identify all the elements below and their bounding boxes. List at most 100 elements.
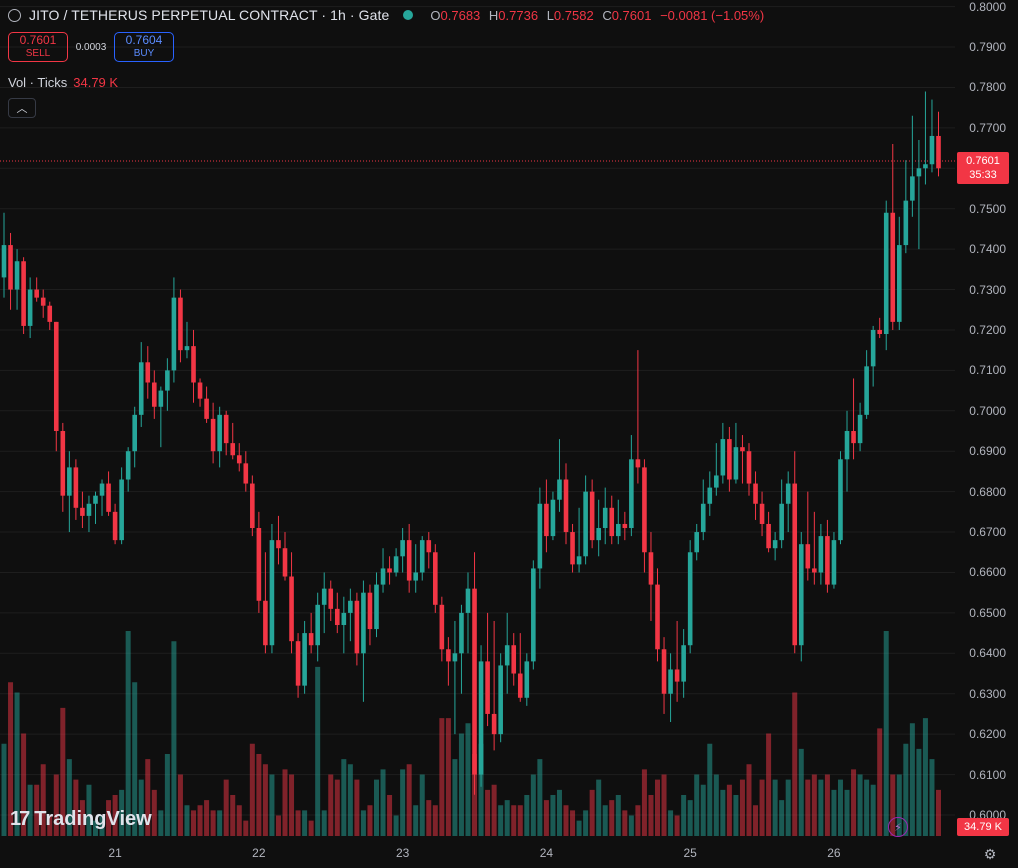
candle-body: [694, 532, 700, 553]
low-label: L: [546, 7, 554, 23]
volume-bar: [79, 800, 85, 836]
candle-body: [877, 329, 882, 335]
volume-bar: [112, 795, 118, 836]
volume-bar: [772, 779, 778, 836]
candle-body: [589, 491, 595, 541]
volume-bar: [674, 815, 680, 836]
sell-button[interactable]: 0.7601 SELL: [8, 32, 68, 62]
sell-price: 0.7601: [19, 33, 57, 47]
close-label: C: [602, 7, 612, 23]
volume-bar: [445, 718, 451, 836]
time-tick-label: 23: [395, 846, 410, 860]
volume-bar: [380, 769, 386, 836]
volume-bar: [576, 820, 582, 836]
volume-bar: [262, 764, 268, 836]
volume-bar: [393, 815, 399, 836]
volume-bar: [419, 774, 425, 836]
candle-body: [269, 540, 275, 646]
candle-body: [230, 443, 236, 456]
volume-bar: [465, 723, 471, 836]
candle-body: [406, 540, 412, 581]
volume-bar: [452, 759, 458, 836]
candle-body: [707, 487, 713, 504]
volume-bar: [641, 769, 647, 836]
volume-bar: [269, 774, 275, 836]
volume-legend[interactable]: Vol · Ticks 34.79 K: [8, 75, 118, 90]
volume-bar: [439, 718, 445, 836]
price-tick-label: 0.6700: [969, 525, 1006, 540]
volume-bar: [86, 784, 92, 836]
price-tick-label: 0.7000: [969, 403, 1006, 418]
candle-body: [785, 483, 791, 504]
volume-bar: [896, 774, 902, 836]
lightning-icon[interactable]: ⚡: [888, 817, 908, 837]
volume-bar: [243, 820, 249, 836]
volume-bar: [498, 805, 504, 836]
volume-bar: [831, 789, 837, 836]
ohlc-values: O0.7683 H0.7736 L0.7582 C0.7601 −0.0081 …: [425, 8, 764, 23]
volume-bar: [811, 774, 817, 836]
volume-bar: [851, 769, 857, 836]
volume-bar: [256, 754, 262, 836]
candle-body: [99, 483, 105, 496]
candle-body: [1, 245, 7, 278]
volume-bar: [164, 754, 170, 836]
volume-bar: [687, 800, 693, 836]
high-label: H: [488, 7, 499, 23]
chevron-up-icon: ︿: [16, 103, 28, 115]
volume-bar: [119, 789, 125, 836]
candle-body: [380, 568, 386, 585]
close-value: 0.7601: [611, 7, 652, 23]
candle-body: [648, 552, 654, 585]
time-tick-label: 22: [252, 846, 266, 860]
candle-body: [282, 548, 288, 577]
candle-body: [73, 467, 79, 508]
candle-body: [563, 479, 569, 533]
candle-body: [60, 431, 66, 496]
volume-bar: [1, 743, 7, 836]
candle-body: [825, 536, 830, 585]
volume-bar: [230, 795, 236, 836]
candle-body: [818, 536, 824, 573]
volume-bar: [360, 810, 366, 836]
candle-body: [537, 503, 543, 569]
volume-bar: [589, 789, 595, 836]
candle-body: [936, 135, 941, 169]
candle-body: [472, 588, 477, 775]
candle-body: [426, 540, 432, 553]
symbol-icon[interactable]: [8, 8, 21, 22]
collapse-legend-button[interactable]: ︿: [8, 98, 36, 118]
candle-body: [517, 673, 523, 698]
candle-body: [439, 604, 445, 650]
candle-body: [152, 382, 157, 407]
candle-body: [276, 540, 281, 549]
candle-body: [459, 612, 464, 654]
tradingview-logo[interactable]: 17 TradingView: [10, 808, 152, 831]
volume-bar: [504, 800, 510, 836]
candle-body: [400, 540, 405, 557]
volume-bar: [936, 789, 942, 836]
volume-bar: [138, 779, 144, 836]
candle-body: [857, 414, 863, 444]
time-tick-label: 24: [539, 846, 554, 860]
candle-body: [165, 370, 170, 391]
price-tick-label: 0.7700: [969, 120, 1006, 135]
candle-body: [93, 495, 98, 504]
settings-icon[interactable]: ⚙: [983, 846, 997, 862]
open-value: 0.7683: [440, 7, 481, 23]
volume-bar: [406, 764, 412, 836]
volume-bars: [1, 631, 942, 836]
volume-bar: [14, 692, 20, 836]
spread-value: 0.0003: [75, 41, 107, 53]
buy-button[interactable]: 0.7604 BUY: [114, 32, 174, 62]
price-tick-label: 0.7800: [969, 80, 1006, 95]
symbol-title[interactable]: JITO / TETHERUS PERPETUAL CONTRACT · 1h …: [29, 7, 390, 23]
candle-body: [80, 507, 85, 516]
price-tick-label: 0.7200: [969, 322, 1006, 337]
candle-body: [178, 297, 183, 351]
volume-bar: [609, 800, 615, 836]
candle-body: [197, 382, 203, 399]
candle-body: [315, 604, 320, 646]
candle-body: [491, 713, 497, 735]
